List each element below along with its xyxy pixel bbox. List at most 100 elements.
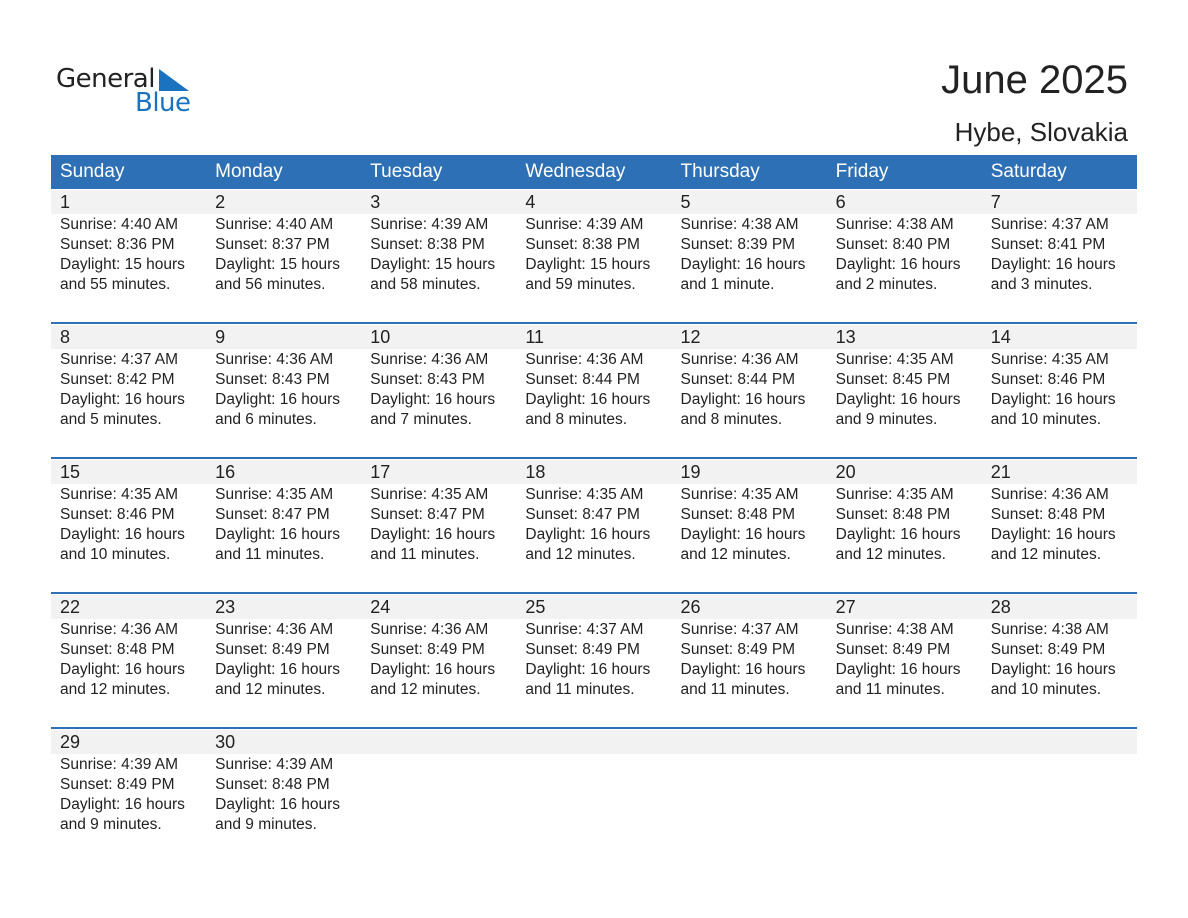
sunset-text: Sunset: 8:44 PM [680,371,796,388]
day-number: 19 [680,462,701,482]
daylight-minutes-text: and 8 minutes. [525,411,628,428]
day-cell: 15 Sunrise: 4:35 AM Sunset: 8:46 PM Dayligh… [51,459,206,565]
sunrise-text: Sunrise: 4:36 AM [525,351,644,368]
day-number: 29 [60,732,81,752]
day-number: 6 [835,192,846,212]
weekday-wednesday: Wednesday [525,161,626,182]
daylight-text: Daylight: 16 hours [215,661,341,678]
day-number-band [51,190,1137,214]
day-cell: 27 Sunrise: 4:38 AM Sunset: 8:49 PM Dayligh… [827,594,982,700]
daylight-text: Daylight: 16 hours [835,256,961,273]
sunrise-text: Sunrise: 4:36 AM [990,486,1109,503]
daylight-minutes-text: and 12 minutes. [990,546,1102,563]
weekday-header: Sunday Monday Tuesday Wednesday Thursday Frid… [51,155,1137,189]
sunset-text: Sunset: 8:48 PM [835,506,951,523]
daylight-text: Daylight: 16 hours [60,796,185,813]
sunset-text: Sunset: 8:49 PM [215,641,330,658]
daylight-minutes-text: and 58 minutes. [370,276,481,293]
daylight-text: Daylight: 16 hours [680,256,806,273]
daylight-minutes-text: and 9 minutes. [215,816,317,833]
daylight-text: Daylight: 16 hours [990,661,1116,678]
day-number-band [51,325,1137,349]
week-row: 22 Sunrise: 4:36 AM Sunset: 8:48 PM Dayligh… [51,594,1137,729]
day-number: 5 [680,192,691,212]
daylight-text: Daylight: 15 hours [60,256,185,273]
week-row: 8 Sunrise: 4:37 AM Sunset: 8:42 PM Daylight… [51,324,1137,459]
daylight-text: Daylight: 16 hours [990,256,1116,273]
sunrise-text: Sunrise: 4:36 AM [370,351,489,368]
sunrise-text: Sunrise: 4:37 AM [60,351,179,368]
sunrise-text: Sunrise: 4:38 AM [990,621,1109,638]
day-number: 17 [370,462,391,482]
daylight-minutes-text: and 12 minutes. [370,681,481,698]
daylight-text: Daylight: 16 hours [990,526,1116,543]
day-number: 28 [990,597,1011,617]
day-number-band [51,460,1137,484]
day-number: 2 [215,192,226,212]
sunrise-text: Sunrise: 4:35 AM [215,486,334,503]
day-cell: 17 Sunrise: 4:35 AM Sunset: 8:47 PM Dayligh… [361,459,516,565]
daylight-text: Daylight: 16 hours [680,526,806,543]
day-number: 7 [990,192,1001,212]
sunset-text: Sunset: 8:49 PM [990,641,1106,658]
sunrise-text: Sunrise: 4:36 AM [60,621,179,638]
day-cell: 3 Sunrise: 4:39 AM Sunset: 8:38 PM Daylight… [361,189,516,295]
logo-text-blue: Blue [135,88,191,118]
sunrise-text: Sunrise: 4:36 AM [370,621,489,638]
daylight-minutes-text: and 10 minutes. [990,411,1102,428]
day-number: 13 [835,327,856,347]
day-cell: 20 Sunrise: 4:35 AM Sunset: 8:48 PM Dayligh… [827,459,982,565]
day-number: 8 [60,327,71,347]
day-number: 20 [835,462,856,482]
daylight-text: Daylight: 16 hours [60,661,185,678]
sunset-text: Sunset: 8:48 PM [990,506,1106,523]
daylight-minutes-text: and 10 minutes. [60,546,171,563]
sunset-text: Sunset: 8:46 PM [60,506,175,523]
location-subtitle: Hybe, Slovakia [954,117,1128,147]
sunset-text: Sunset: 8:38 PM [370,236,485,253]
sunrise-text: Sunrise: 4:36 AM [215,621,334,638]
day-number: 27 [835,597,856,617]
daylight-minutes-text: and 11 minutes. [835,681,945,698]
daylight-minutes-text: and 9 minutes. [60,816,162,833]
sunrise-text: Sunrise: 4:35 AM [990,351,1109,368]
daylight-text: Daylight: 15 hours [370,256,496,273]
daylight-text: Daylight: 16 hours [525,391,651,408]
day-number: 16 [215,462,236,482]
day-cell: 28 Sunrise: 4:38 AM Sunset: 8:49 PM Dayligh… [982,594,1137,700]
sunrise-text: Sunrise: 4:38 AM [680,216,799,233]
day-cell: 29 Sunrise: 4:39 AM Sunset: 8:49 PM Dayligh… [51,729,206,835]
daylight-text: Daylight: 16 hours [680,391,806,408]
day-number: 14 [990,327,1011,347]
day-cell: 25 Sunrise: 4:37 AM Sunset: 8:49 PM Dayligh… [516,594,671,700]
sunrise-text: Sunrise: 4:38 AM [835,621,954,638]
logo-triangle-icon [159,69,189,91]
sunset-text: Sunset: 8:42 PM [60,371,175,388]
daylight-text: Daylight: 16 hours [215,796,341,813]
sunset-text: Sunset: 8:40 PM [835,236,951,253]
sunrise-text: Sunrise: 4:39 AM [60,756,179,773]
day-number: 21 [990,462,1011,482]
sunset-text: Sunset: 8:48 PM [60,641,175,658]
daylight-minutes-text: and 12 minutes. [60,681,171,698]
sunrise-text: Sunrise: 4:35 AM [680,486,799,503]
day-cell: 10 Sunrise: 4:36 AM Sunset: 8:43 PM Dayligh… [361,324,516,430]
day-number: 22 [60,597,81,617]
sunrise-text: Sunrise: 4:35 AM [835,486,954,503]
daylight-text: Daylight: 16 hours [835,391,961,408]
day-cell: 18 Sunrise: 4:35 AM Sunset: 8:47 PM Dayligh… [516,459,671,565]
sunrise-text: Sunrise: 4:39 AM [215,756,334,773]
day-number: 23 [215,597,236,617]
weekday-monday: Monday [215,161,283,182]
day-number: 1 [60,192,71,212]
daylight-minutes-text: and 9 minutes. [835,411,938,428]
sunrise-text: Sunrise: 4:39 AM [525,216,644,233]
daylight-minutes-text: and 5 minutes. [60,411,162,428]
daylight-text: Daylight: 16 hours [525,526,651,543]
daylight-minutes-text: and 1 minute. [680,276,775,293]
daylight-minutes-text: and 11 minutes. [680,681,790,698]
daylight-text: Daylight: 16 hours [835,526,961,543]
sunset-text: Sunset: 8:43 PM [215,371,330,388]
sunset-text: Sunset: 8:36 PM [60,236,175,253]
day-number: 3 [370,192,381,212]
